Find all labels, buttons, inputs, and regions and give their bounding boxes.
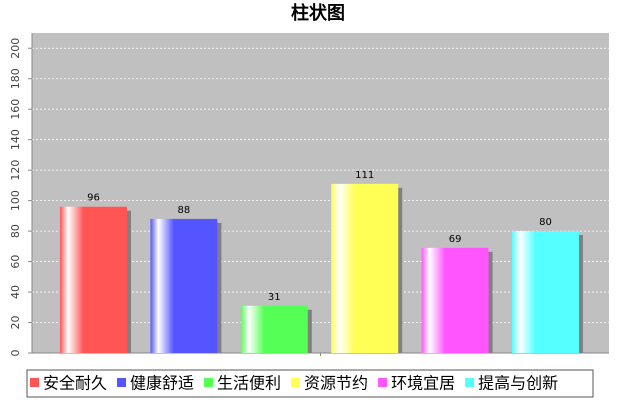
legend-label: 资源节约 [304,374,368,393]
legend-marker [465,378,475,387]
y-tick-label: 180 [9,68,22,89]
y-tick-label: 140 [9,129,22,150]
y-tick-label: 20 [9,316,22,330]
value-label: 31 [268,292,281,303]
bar [150,218,218,353]
legend-marker [378,378,388,387]
value-label: 111 [355,170,374,181]
y-tick-label: 0 [9,350,22,357]
bar [421,247,489,353]
y-tick-label: 40 [9,285,22,299]
bar [512,231,579,353]
value-label: 80 [539,217,552,228]
legend-label: 生活便利 [217,374,281,393]
bar [240,305,308,353]
legend-label: 安全耐久 [43,374,107,393]
y-tick-label: 60 [9,255,22,269]
y-tick-label: 80 [9,224,22,238]
value-label: 69 [449,234,462,245]
y-tick-label: 120 [9,160,22,181]
legend-marker [291,378,301,387]
legend-marker [30,378,39,387]
legend-marker [204,378,214,387]
legend-label: 环境宜居 [391,374,455,393]
bar [331,183,399,353]
y-tick-label: 200 [9,38,22,59]
legend-label: 健康舒适 [130,374,194,393]
y-tick-label: 160 [9,99,22,120]
y-tick-label: 100 [9,190,22,211]
value-label: 96 [87,193,100,204]
legend-marker [117,378,127,387]
bar [60,206,127,353]
value-label: 88 [178,205,191,216]
chart-title: 柱状图 [291,2,345,24]
legend-label: 提高与创新 [478,374,558,393]
